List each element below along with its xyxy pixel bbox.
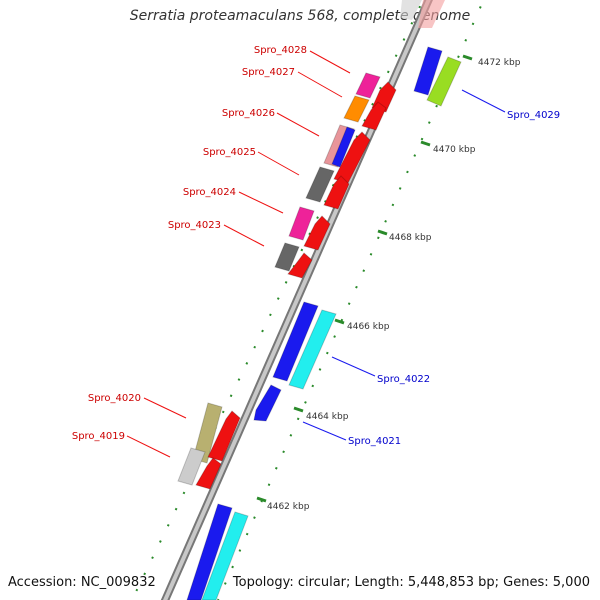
map-title: Serratia proteamaculans 568, complete ge… bbox=[129, 8, 471, 24]
gene-bottom-b bbox=[201, 511, 249, 600]
scale-tick bbox=[334, 318, 345, 325]
reverse-strand-genes bbox=[177, 72, 381, 486]
scale-ticks bbox=[256, 54, 473, 503]
genome-summary: Topology: circular; Length: 5,448,853 bp… bbox=[232, 575, 590, 590]
gene-spro-4022-a bbox=[272, 301, 319, 382]
scale-tick bbox=[377, 229, 388, 236]
gene-label-spro-4026: Spro_4026 bbox=[222, 108, 275, 119]
gene-bottom-a bbox=[186, 503, 233, 600]
gene-spro-4024 bbox=[288, 206, 315, 241]
scale-label: 4470 kbp bbox=[433, 145, 476, 155]
scale-label: 4468 kbp bbox=[389, 233, 432, 243]
gene-label-spro-4019: Spro_4019 bbox=[72, 431, 125, 442]
scale-label: 4472 kbp bbox=[478, 58, 521, 68]
gene-label-spro-4022: Spro_4022 bbox=[377, 374, 430, 385]
gene-spro-4025 bbox=[305, 166, 335, 203]
forward-strand-genes bbox=[186, 46, 462, 600]
gene-label-spro-4024: Spro_4024 bbox=[183, 187, 236, 198]
gene-faded bbox=[400, 0, 422, 20]
gene-red bbox=[195, 457, 222, 490]
gene-labels-forward: Spro_4029 Spro_4022 Spro_4021 bbox=[348, 110, 560, 447]
scale-tick bbox=[256, 496, 267, 503]
gene-spro-4027 bbox=[343, 95, 370, 123]
gene-label-spro-4028: Spro_4028 bbox=[254, 45, 307, 56]
gene-spro-4023 bbox=[274, 242, 300, 272]
gene-label-spro-4020: Spro_4020 bbox=[88, 393, 141, 404]
gene-red bbox=[333, 131, 371, 184]
scale-tick bbox=[462, 54, 473, 61]
gene-spro-4026-b bbox=[331, 126, 356, 168]
gene-labels-reverse: Spro_4028 Spro_4027 Spro_4026 Spro_4025 … bbox=[72, 45, 307, 442]
gene-spro-4022-b bbox=[288, 309, 337, 390]
gene-red bbox=[287, 252, 313, 279]
leader-lines-reverse bbox=[126, 50, 351, 458]
gene-spro-4020 bbox=[192, 402, 223, 464]
faded-genes-top bbox=[400, 0, 445, 28]
red-genes bbox=[195, 81, 397, 490]
scale-labels: 4462 kbp 4464 kbp 4466 kbp 4468 kbp 4470… bbox=[267, 58, 521, 512]
gene-spro-4019 bbox=[177, 447, 206, 486]
scale-label: 4464 kbp bbox=[306, 412, 349, 422]
gene-spro-4029-b bbox=[426, 56, 462, 107]
gene-red bbox=[323, 175, 350, 210]
gene-red bbox=[207, 410, 241, 462]
gene-label-spro-4025: Spro_4025 bbox=[203, 147, 256, 158]
scale-tick bbox=[293, 406, 304, 413]
gene-label-spro-4021: Spro_4021 bbox=[348, 436, 401, 447]
accession-label: Accession: NC_009832 bbox=[8, 575, 156, 590]
scale-tick bbox=[420, 140, 431, 147]
gene-spro-4021 bbox=[253, 384, 282, 422]
leader-lines-forward bbox=[302, 89, 506, 441]
gene-spro-4029-a bbox=[413, 46, 443, 96]
gene-red bbox=[361, 101, 387, 131]
gene-red bbox=[303, 215, 331, 251]
gene-faded bbox=[418, 0, 445, 28]
scale-label: 4462 kbp bbox=[267, 502, 310, 512]
gene-spro-4028 bbox=[355, 72, 381, 99]
gene-label-spro-4029: Spro_4029 bbox=[507, 110, 560, 121]
gene-label-spro-4027: Spro_4027 bbox=[242, 67, 295, 78]
scale-label: 4466 kbp bbox=[347, 322, 390, 332]
gene-label-spro-4023: Spro_4023 bbox=[168, 220, 221, 231]
